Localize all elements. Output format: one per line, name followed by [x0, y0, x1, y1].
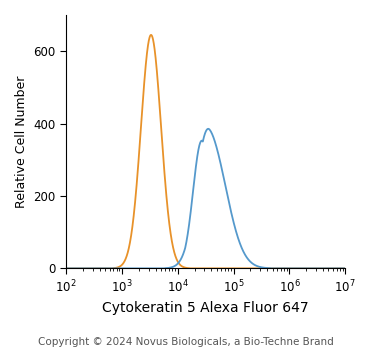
X-axis label: Cytokeratin 5 Alexa Fluor 647: Cytokeratin 5 Alexa Fluor 647 [102, 301, 309, 315]
Text: Copyright © 2024 Novus Biologicals, a Bio-Techne Brand: Copyright © 2024 Novus Biologicals, a Bi… [37, 338, 334, 347]
Y-axis label: Relative Cell Number: Relative Cell Number [15, 75, 28, 208]
